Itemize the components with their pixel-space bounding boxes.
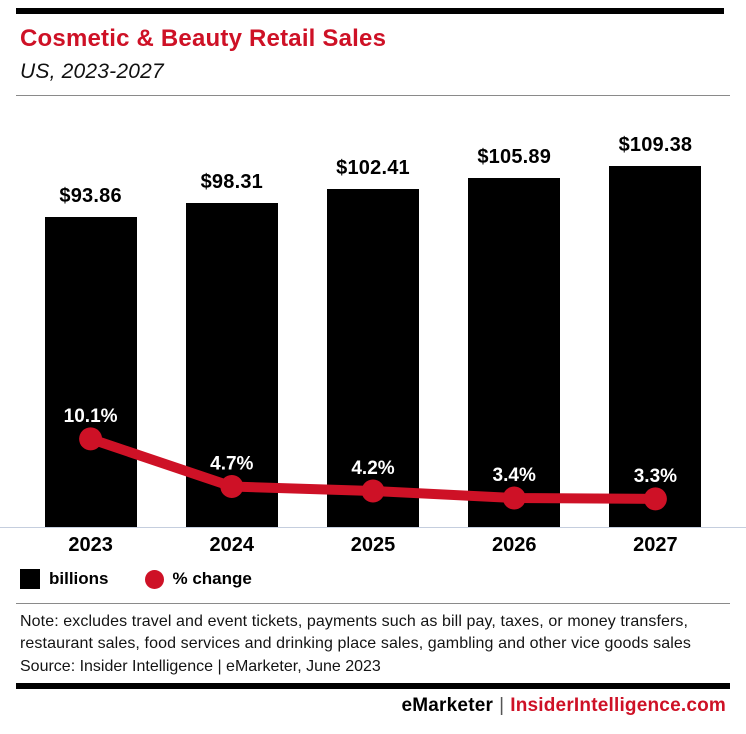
note-divider — [16, 603, 730, 604]
x-axis-baseline — [0, 527, 746, 528]
line-marker — [502, 486, 526, 510]
legend: billions % change — [20, 568, 726, 590]
bar — [327, 189, 419, 527]
bar — [468, 177, 561, 527]
percent-change-label: 10.1% — [64, 406, 118, 427]
line-marker — [220, 475, 244, 499]
percent-change-label: 3.4% — [493, 465, 536, 486]
percent-change-label: 3.3% — [634, 466, 677, 487]
line-marker — [79, 427, 103, 451]
percent-change-label: 4.7% — [210, 454, 253, 475]
legend-label: billions — [49, 569, 109, 588]
billions-swatch-icon — [20, 569, 40, 589]
bar-column: $105.89 — [444, 124, 585, 527]
legend-item-billions: billions — [20, 569, 109, 589]
page-subtitle: US, 2023-2027 — [20, 60, 164, 83]
footer-brand-line: eMarketer | InsiderIntelligence.com — [20, 695, 726, 717]
x-axis-tick: 2027 — [633, 534, 678, 556]
footer-brand: eMarketer — [401, 695, 494, 716]
percent-change-line-overlay: 10.1% 4.7% 4.2% 3.4% 3.3% — [64, 406, 677, 511]
bar-column: $93.86 — [20, 124, 161, 527]
bar-column: $98.31 — [161, 124, 302, 527]
x-axis-tick: 2026 — [491, 534, 537, 556]
legend-label: % change — [172, 569, 252, 588]
line-marker — [643, 487, 667, 511]
percent-change-label: 4.2% — [351, 458, 394, 479]
x-axis-tick: 2025 — [350, 534, 396, 556]
bar-value-label: $102.41 — [336, 157, 410, 180]
bar-value-label: $109.38 — [618, 134, 693, 157]
bar-slots: $93.86 $98.31 $102.41 $105.89 $109.38 — [20, 124, 726, 527]
x-axis-tick: 2024 — [209, 534, 255, 556]
bar — [609, 166, 702, 527]
percent-change-swatch-icon — [144, 569, 164, 589]
footer-divider: | — [499, 695, 505, 716]
bar-value-label: $105.89 — [477, 145, 552, 168]
bar-column: $109.38 — [585, 124, 726, 527]
footer-rule — [16, 683, 730, 689]
page-title: Cosmetic & Beauty Retail Sales — [20, 25, 387, 52]
legend-item-percent-change: % change — [144, 569, 252, 589]
bar-column: $102.41 — [302, 124, 443, 527]
x-axis-tick: 2023 — [68, 534, 113, 556]
x-axis: 2023 2024 2025 2026 2027 — [20, 534, 726, 557]
header-divider — [16, 95, 730, 96]
bar-value-label: $98.31 — [200, 170, 263, 193]
top-rule — [16, 8, 724, 14]
plot-area: $93.86 $98.31 $102.41 $105.89 $109.38 10.1% 4… — [0, 124, 746, 528]
bar — [44, 217, 137, 527]
note-text: Note: excludes travel and event tickets,… — [20, 613, 692, 652]
line-marker — [361, 479, 385, 503]
bar-value-label: $93.86 — [59, 185, 122, 208]
source-text: Source: Insider Intelligence | eMarketer… — [20, 658, 381, 675]
footer-site-link[interactable]: InsiderIntelligence.com — [510, 695, 726, 716]
